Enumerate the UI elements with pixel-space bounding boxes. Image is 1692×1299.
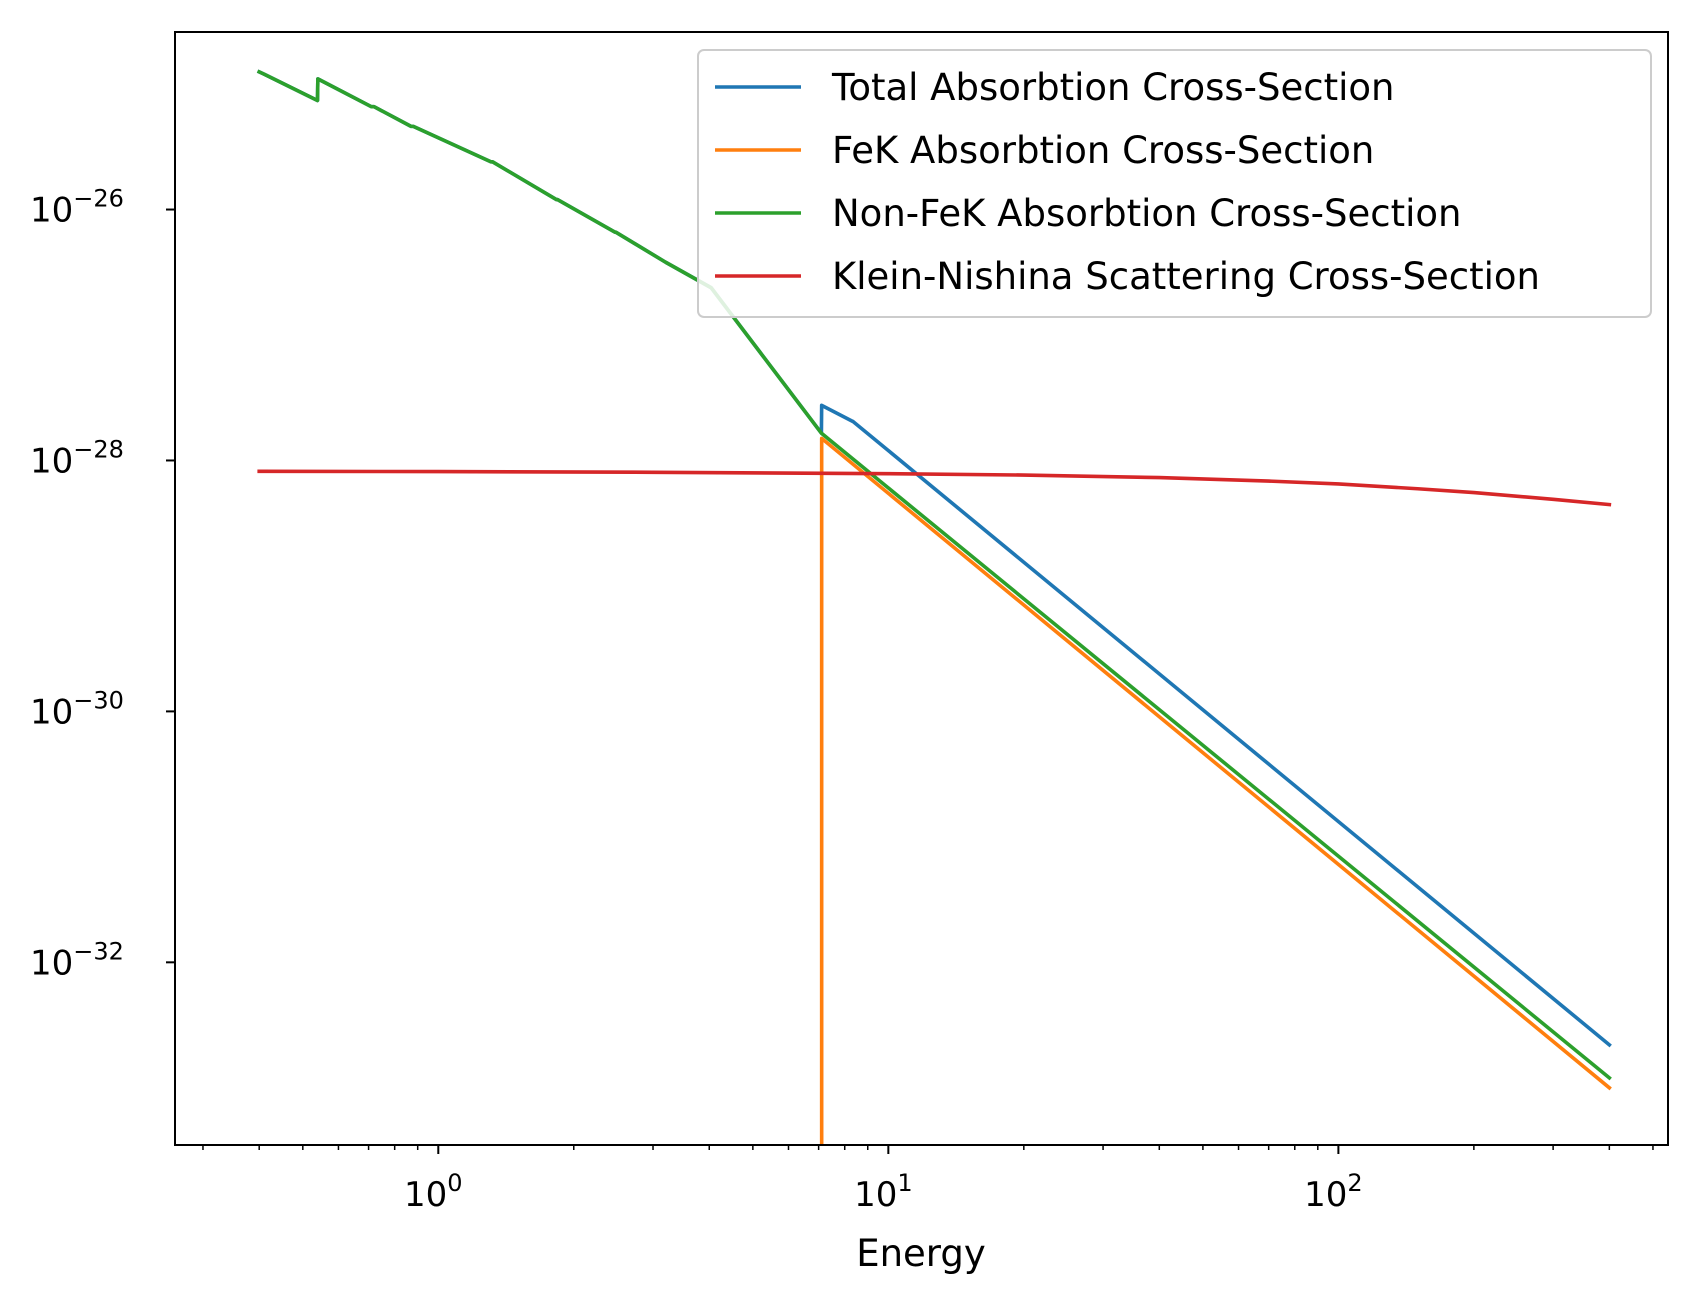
y-tick-label: 10−32 [30, 937, 124, 983]
axis-ticks: 100 101 102 10−26 10−28 10−30 10−32 [30, 185, 1654, 1215]
series-line-2 [256, 69, 1612, 1081]
series-line-3 [257, 469, 1612, 507]
y-tick-label: 10−28 [30, 435, 124, 481]
x-axis-label: Energy [856, 1232, 986, 1275]
plot-frame [174, 31, 1669, 1146]
legend: Total Absorbtion Cross-Section FeK Absorb… [697, 49, 1652, 318]
legend-label-3: Klein-Nishina Scattering Cross-Section [832, 255, 1540, 298]
series-line-1 [819, 436, 1612, 1145]
x-tick-label: 102 [1304, 1169, 1363, 1215]
y-tick-label: 10−26 [30, 185, 124, 231]
legend-label-1: FeK Absorbtion Cross-Section [832, 129, 1374, 172]
legend-box [697, 49, 1652, 318]
legend-label-2: Non-FeK Absorbtion Cross-Section [832, 192, 1461, 235]
y-tick-label: 10−30 [30, 686, 124, 732]
x-tick-label: 101 [854, 1169, 913, 1215]
series-layer [256, 69, 1612, 1145]
x-tick-label: 100 [404, 1169, 463, 1215]
legend-label-0: Total Absorbtion Cross-Section [831, 66, 1394, 109]
